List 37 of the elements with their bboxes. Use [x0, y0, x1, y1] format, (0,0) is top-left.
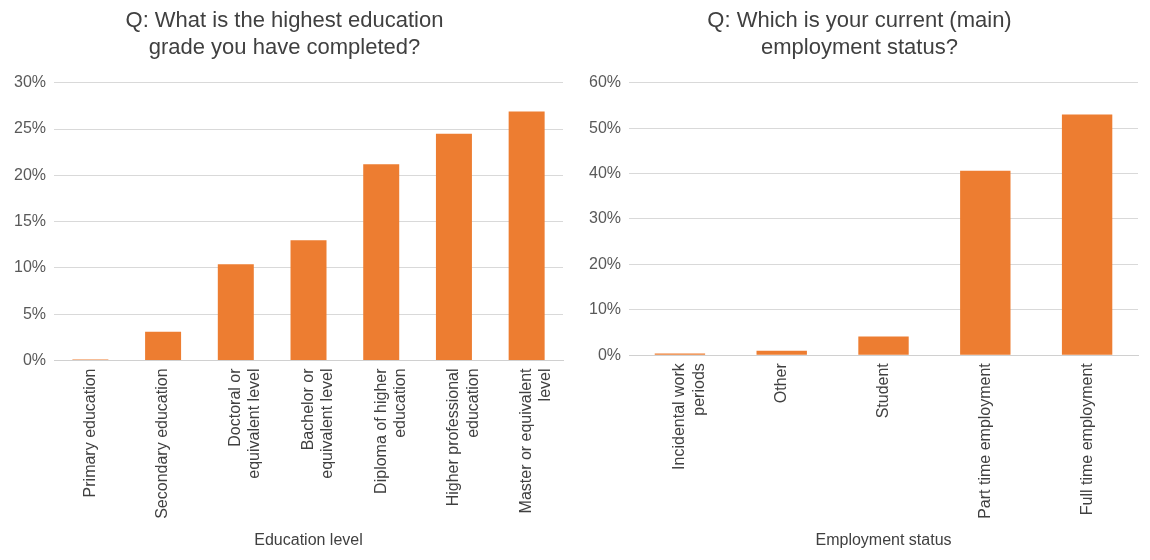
bar [290, 240, 327, 360]
x-tick-label: Student [873, 362, 891, 419]
y-tick-label: 10% [13, 258, 47, 276]
bar [363, 164, 400, 360]
y-tick-label: 60% [588, 73, 622, 91]
y-tick-label: 20% [13, 165, 47, 183]
bar [756, 350, 807, 355]
x-tick-label: Incidental work periods [670, 362, 707, 470]
x-axis-title: Employment status [815, 530, 952, 548]
bar [435, 133, 472, 360]
y-tick-label: 30% [588, 209, 622, 227]
x-axis-title: Education level [254, 530, 363, 548]
bar [145, 331, 182, 360]
x-tick-label: Primary education [80, 368, 98, 498]
chart-title: Q: Which is your current (main) employment status? [707, 7, 1012, 59]
bar [960, 170, 1011, 355]
y-tick-label: 25% [13, 119, 47, 137]
x-tick-label: Part time employment [975, 362, 993, 519]
x-tick-label: Master or equivalent level [517, 367, 554, 514]
y-tick-label: 0% [597, 345, 622, 363]
chart-title: Q: What is the highest education grade you have completed? [125, 7, 444, 59]
y-tick-label: 50% [588, 118, 622, 136]
x-tick-label: Full time employment [1077, 362, 1095, 516]
bar [217, 264, 254, 360]
x-tick-label: Other [772, 362, 790, 404]
y-tick-label: 5% [22, 304, 47, 322]
x-tick-label: Doctoral or equivalent level [226, 367, 263, 479]
bar [858, 336, 909, 355]
y-tick-label: 15% [13, 212, 47, 230]
bar [508, 111, 545, 360]
y-tick-label: 0% [22, 350, 47, 368]
x-tick-label: Secondary education [153, 368, 171, 519]
y-tick-label: 20% [588, 254, 622, 272]
bar [1061, 114, 1113, 355]
y-tick-label: 10% [588, 300, 622, 318]
y-tick-label: 40% [588, 164, 622, 181]
y-tick-label: 30% [13, 73, 47, 91]
